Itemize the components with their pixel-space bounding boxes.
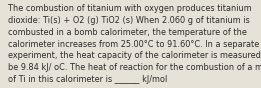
Text: experiment, the heat capacity of the calorimeter is measured to: experiment, the heat capacity of the cal…	[8, 51, 261, 60]
Text: be 9.84 kJ/ oC. The heat of reaction for the combustion of a mole: be 9.84 kJ/ oC. The heat of reaction for…	[8, 63, 261, 72]
Text: combusted in a bomb calorimeter, the temperature of the: combusted in a bomb calorimeter, the tem…	[8, 28, 247, 37]
Text: dioxide: Ti(s) + O2 (g) TiO2 (s) When 2.060 g of titanium is: dioxide: Ti(s) + O2 (g) TiO2 (s) When 2.…	[8, 16, 250, 25]
Text: of Ti in this calorimeter is ______ kJ/mol: of Ti in this calorimeter is ______ kJ/m…	[8, 75, 167, 84]
Text: The combustion of titanium with oxygen produces titanium: The combustion of titanium with oxygen p…	[8, 4, 251, 13]
Text: calorimeter increases from 25.00°C to 91.60°C. In a separate: calorimeter increases from 25.00°C to 91…	[8, 40, 259, 48]
